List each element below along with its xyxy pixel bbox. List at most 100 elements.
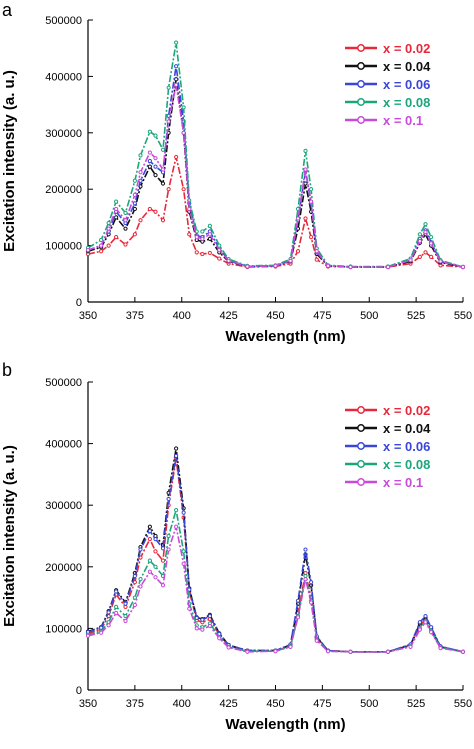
data-point: [153, 173, 158, 178]
data-point: [429, 629, 434, 635]
data-point: [207, 613, 212, 619]
data-point: [114, 235, 119, 240]
y-tick-label: 300000: [45, 128, 82, 140]
data-point: [181, 561, 186, 566]
data-point: [174, 154, 179, 160]
data-point: [106, 243, 111, 248]
data-point: [174, 446, 179, 451]
legend-label: x = 0.04: [383, 421, 431, 436]
data-point: [181, 549, 186, 554]
data-point: [138, 178, 143, 183]
data-point: [303, 167, 308, 172]
data-point: [200, 229, 205, 234]
x-axis-title: Wavelength (nm): [225, 328, 345, 345]
data-point: [166, 119, 171, 124]
data-point: [123, 218, 128, 223]
data-point: [106, 623, 111, 628]
x-tick-label: 400: [173, 698, 191, 710]
data-point: [153, 164, 158, 169]
data-point: [423, 229, 428, 235]
data-point: [303, 148, 308, 153]
legend-label: x = 0.1: [383, 113, 423, 128]
data-point: [348, 649, 353, 654]
data-point: [207, 250, 212, 256]
data-point: [194, 235, 199, 240]
data-point: [132, 206, 137, 212]
data-point: [99, 249, 104, 254]
data-point: [273, 649, 278, 654]
data-point: [147, 129, 152, 134]
data-point: [160, 546, 166, 551]
data-point: [245, 264, 250, 269]
x-tick-label: 375: [126, 310, 144, 322]
data-point: [217, 636, 222, 641]
data-point: [417, 254, 422, 259]
data-point: [132, 595, 137, 600]
series-line: [87, 526, 464, 653]
data-point: [174, 508, 179, 513]
data-point: [138, 170, 143, 175]
data-point: [138, 584, 143, 589]
data-point: [132, 201, 137, 206]
legend-marker: [357, 478, 365, 486]
data-point: [200, 627, 205, 632]
data-point: [408, 258, 413, 263]
x-tick-label: 350: [79, 310, 97, 322]
y-tick-label: 100000: [45, 623, 82, 635]
data-point: [153, 133, 158, 138]
data-point: [153, 549, 158, 554]
data-point: [160, 558, 166, 563]
x-tick-label: 550: [454, 310, 472, 322]
data-point: [153, 536, 158, 542]
data-point: [85, 248, 91, 253]
y-tick-label: 200000: [45, 562, 82, 574]
data-point: [295, 615, 301, 620]
data-point: [99, 237, 104, 243]
data-point: [429, 241, 434, 246]
data-point: [385, 649, 391, 654]
data-point: [123, 242, 128, 247]
data-point: [417, 620, 422, 625]
data-point: [85, 633, 91, 638]
data-point: [123, 601, 128, 606]
data-point: [385, 264, 391, 270]
data-point: [417, 627, 422, 632]
data-point: [138, 218, 143, 223]
x-tick-label: 375: [126, 698, 144, 710]
data-point: [303, 547, 308, 552]
legend-marker: [357, 44, 365, 52]
legend-marker: [357, 116, 365, 124]
data-point: [187, 206, 192, 212]
legend-marker: [357, 98, 365, 106]
legend-marker: [357, 406, 365, 414]
data-point: [160, 147, 166, 152]
legend-label: x = 0.08: [383, 95, 430, 110]
data-point: [114, 610, 119, 616]
data-point: [194, 615, 199, 621]
data-point: [174, 453, 179, 459]
y-tick-label: 400000: [45, 71, 82, 83]
data-point: [166, 85, 171, 90]
data-point: [123, 618, 128, 624]
data-point: [314, 638, 319, 643]
data-point: [114, 589, 119, 594]
data-point: [114, 604, 119, 609]
chart-panel-a: a 350 375 400 425 450 475 500 525 550 0 100000 20000…: [1, 0, 472, 345]
data-point: [99, 630, 104, 635]
data-point: [181, 510, 186, 515]
legend-label: x = 0.02: [383, 41, 430, 56]
y-axis-title: Excitation intensity (a. u.): [1, 70, 18, 252]
data-point: [207, 236, 212, 241]
data-point: [194, 626, 199, 631]
data-point: [314, 249, 319, 254]
legend-marker: [357, 442, 365, 450]
data-point: [147, 528, 152, 534]
data-point: [181, 187, 186, 192]
data-point: [273, 263, 278, 269]
data-point: [417, 238, 422, 244]
data-point: [147, 569, 152, 574]
data-point: [147, 164, 152, 169]
data-point: [174, 40, 179, 45]
data-point: [438, 646, 443, 651]
